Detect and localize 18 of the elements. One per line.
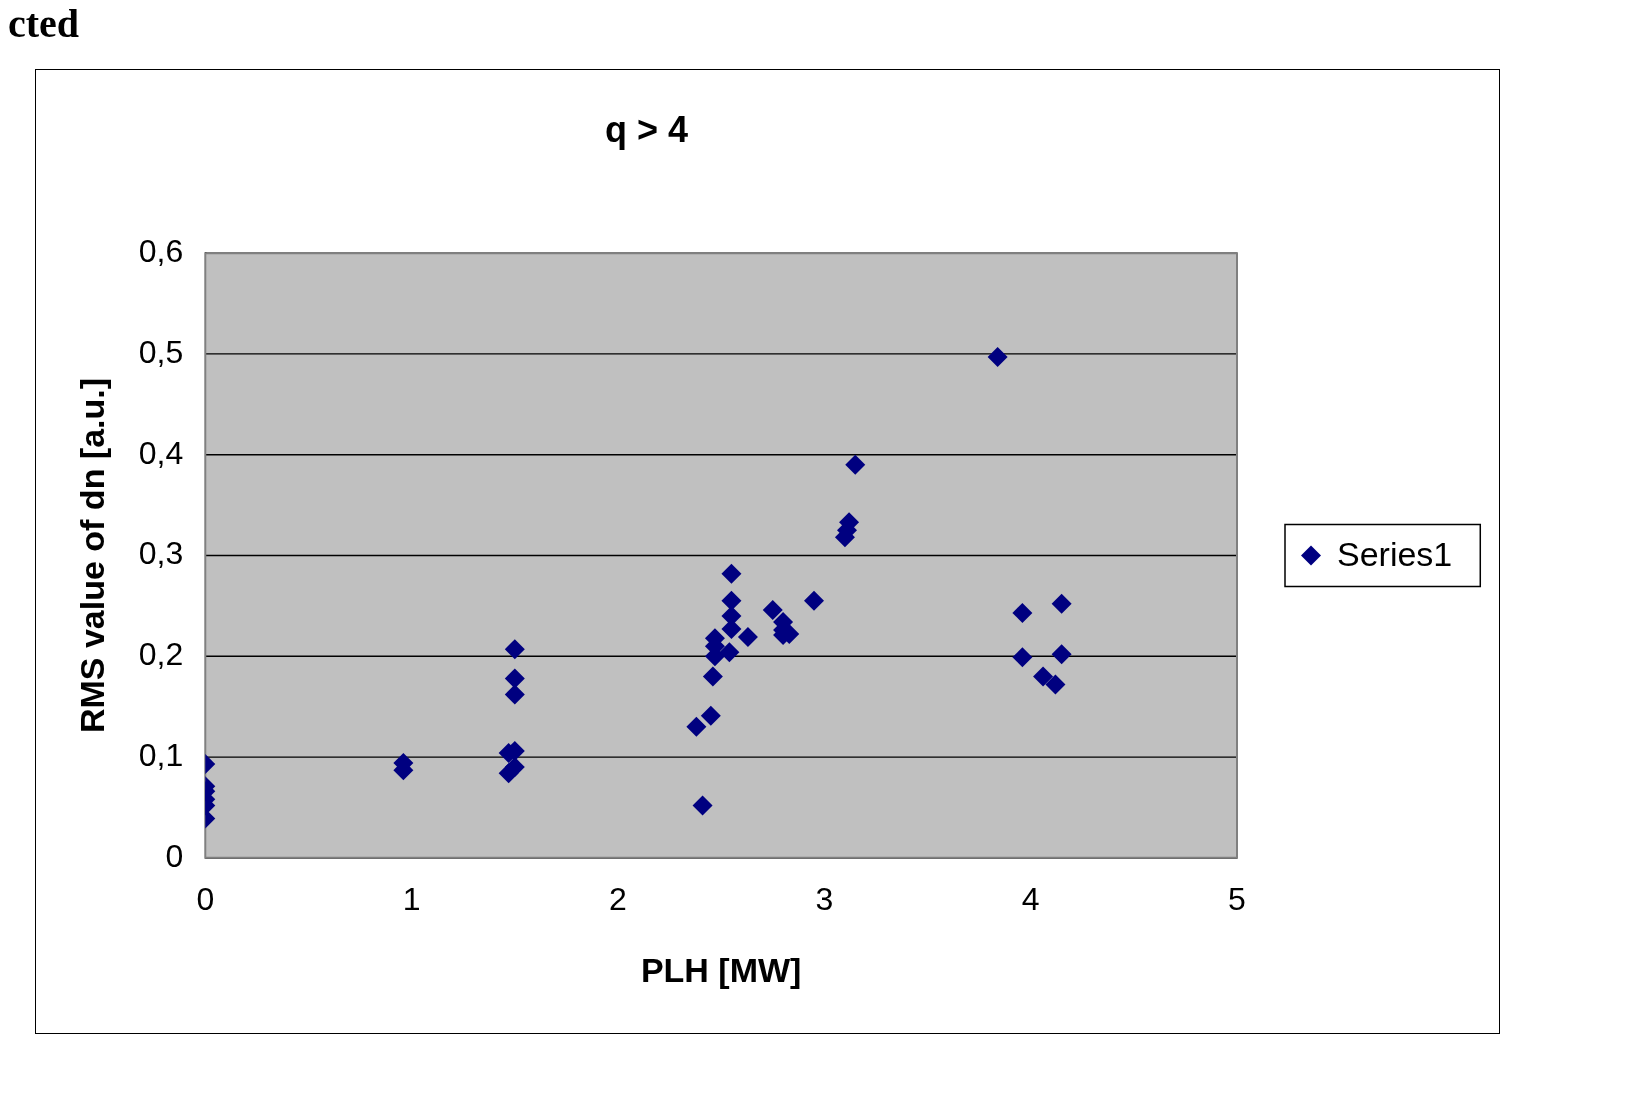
x-tick-label: 5 [1228,880,1246,917]
y-tick-label: 0,3 [138,535,184,572]
x-tick-label: 3 [815,880,834,917]
x-tick-label: 1 [402,880,421,917]
y-tick-label: 0,4 [138,434,184,471]
x-tick-label: 0 [196,880,215,917]
chart-title: q > 4 [604,108,689,150]
text: cted [8,0,80,47]
x-axis-title: PLH [MW] [640,950,802,989]
legend-label: Series1 [1337,534,1453,573]
x-tick-label: 4 [1021,880,1040,917]
y-axis-title: RMS value of dn [a.u.] [72,377,111,734]
y-tick-label: 0 [165,837,184,874]
y-tick-label: 0,1 [138,736,184,773]
x-tick-label: 2 [609,880,627,917]
y-tick-label: 0,6 [138,233,184,270]
y-tick-label: 0,2 [138,636,184,673]
y-tick-label: 0,5 [138,333,184,370]
